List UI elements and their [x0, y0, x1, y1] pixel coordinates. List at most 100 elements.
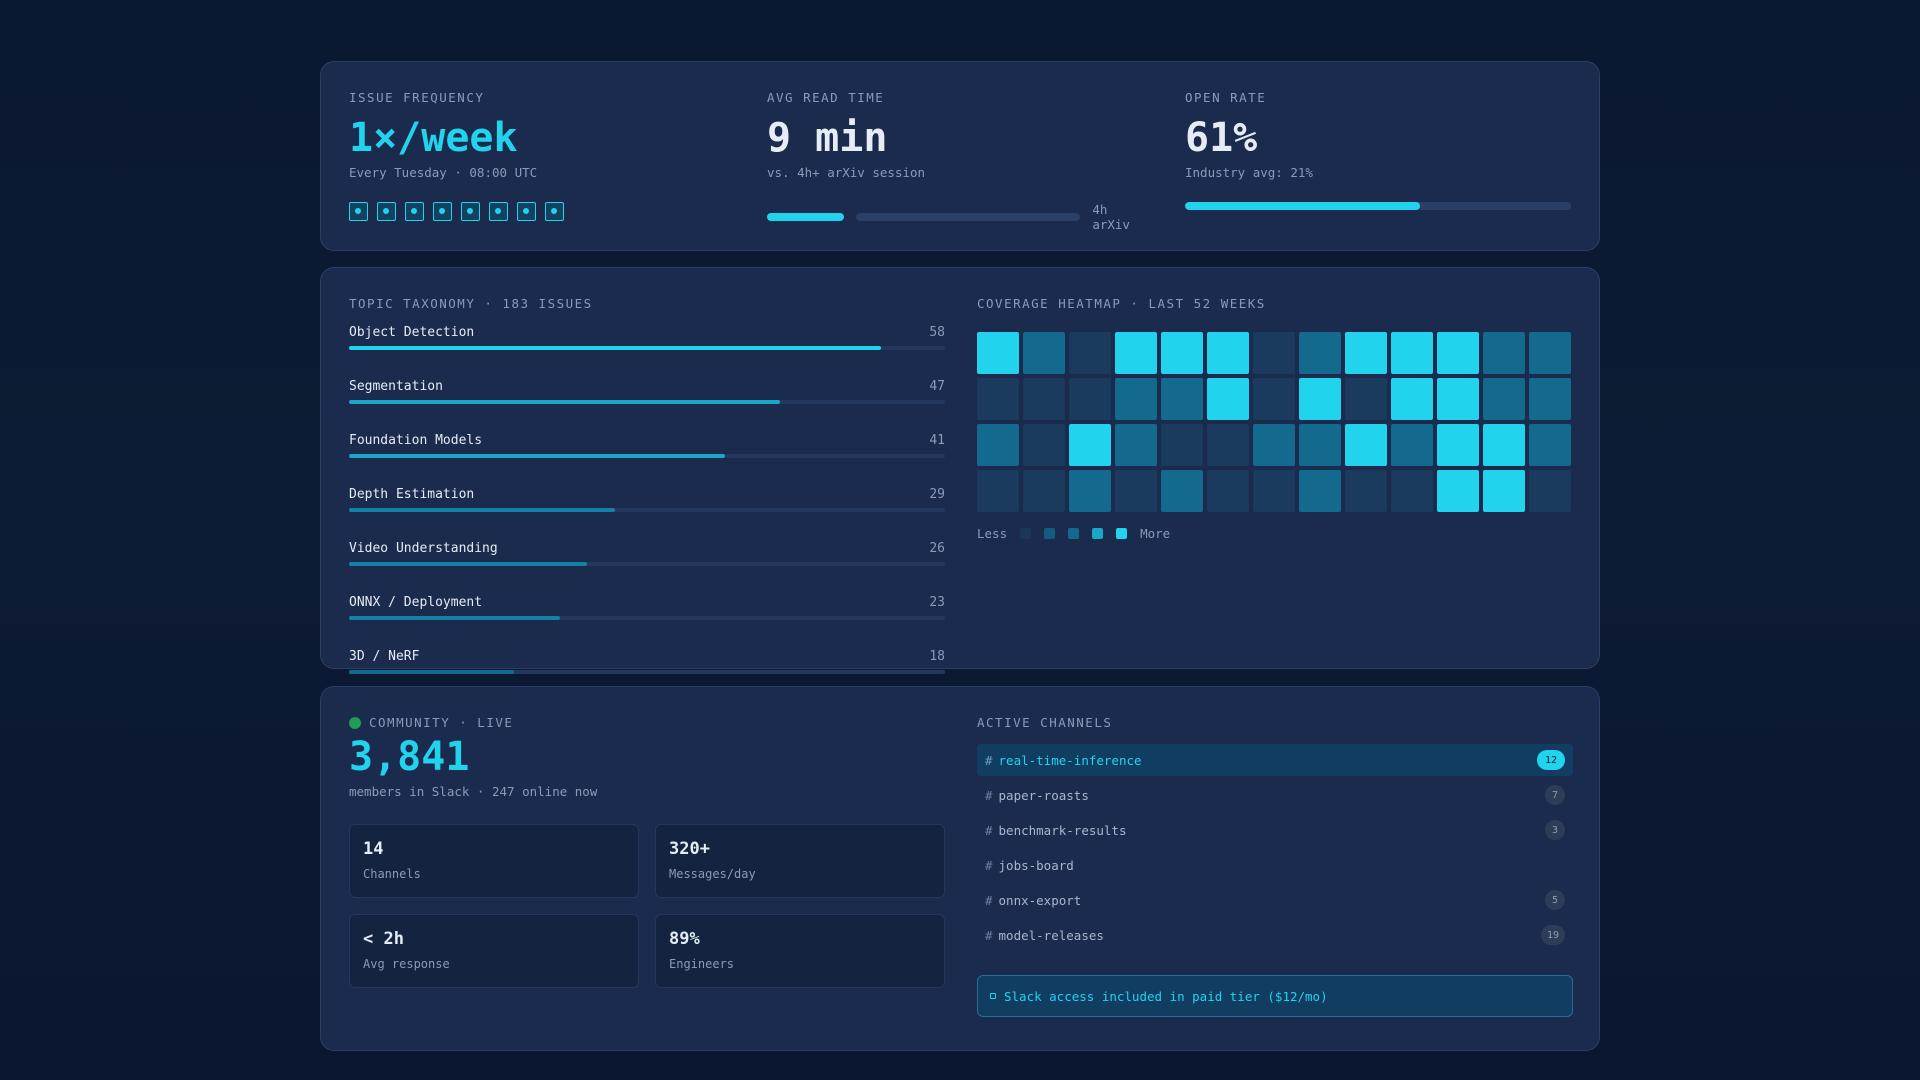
topic-bar-fill — [349, 454, 725, 458]
heatmap-cell — [1161, 378, 1203, 420]
channel-item[interactable]: # jobs-board — [977, 849, 1573, 881]
channel-name: paper-roasts — [998, 787, 1089, 803]
heatmap-cell — [1299, 332, 1341, 374]
member-count-sub: members in Slack · 247 online now — [349, 784, 598, 799]
heatmap-cell — [1069, 332, 1111, 374]
topic-bar-track — [349, 454, 945, 458]
channel-name: real-time-inference — [998, 752, 1142, 768]
community-label: COMMUNITY · LIVE — [369, 715, 514, 730]
stat-tile-channels: 14 Channels — [349, 824, 639, 898]
heatmap-cell — [1023, 378, 1065, 420]
heatmap-cell — [1069, 470, 1111, 512]
topic-bar-track — [349, 562, 945, 566]
channel-item[interactable]: # onnx-export 5 — [977, 884, 1573, 916]
unread-badge: 3 — [1545, 820, 1565, 840]
heatmap-cell — [1299, 470, 1341, 512]
tile-label: Avg response — [363, 957, 450, 971]
open-rate-label: OPEN RATE — [1185, 90, 1267, 105]
channel-item[interactable]: # real-time-inference 12 — [977, 744, 1573, 776]
hash-icon: # — [985, 892, 993, 908]
topic-bar-fill — [349, 400, 780, 404]
hash-icon: # — [985, 752, 993, 768]
channel-item[interactable]: # paper-roasts 7 — [977, 779, 1573, 811]
channel-name: jobs-board — [998, 857, 1074, 873]
topic-count: 18 — [929, 649, 945, 664]
hash-icon: # — [985, 927, 993, 943]
topic-bar-track — [349, 400, 945, 404]
heatmap-cell — [1345, 332, 1387, 374]
channel-item[interactable]: # model-releases 19 — [977, 919, 1573, 951]
avg-read-time-value: 9 min — [767, 115, 888, 161]
arxiv-bar-label: 4h arXiv — [1092, 202, 1130, 232]
avg-read-time-label: AVG READ TIME — [767, 90, 885, 105]
heatmap-cell — [1207, 378, 1249, 420]
heatmap-cell — [977, 470, 1019, 512]
coverage-heatmap: COVERAGE HEATMAP · LAST 52 WEEKS Less Mo… — [977, 296, 1573, 541]
legend-swatch — [1020, 528, 1032, 539]
topic-name: ONNX / Deployment — [349, 595, 483, 610]
legend-swatches — [1020, 528, 1128, 539]
heatmap-cell — [1253, 470, 1295, 512]
topic-name: Segmentation — [349, 379, 443, 394]
heatmap-cell — [1437, 424, 1479, 466]
topic-name: Foundation Models — [349, 433, 483, 448]
unread-badge: 7 — [1545, 785, 1565, 805]
legend-swatch — [1068, 528, 1080, 539]
heatmap-cell — [1529, 424, 1571, 466]
heatmap-cell — [1023, 470, 1065, 512]
tile-label: Engineers — [669, 957, 735, 971]
stat-tile-response: < 2h Avg response — [349, 914, 639, 988]
tile-value: 320+ — [669, 839, 710, 859]
topic-bar-fill — [349, 346, 881, 350]
heatmap-cell — [1391, 378, 1433, 420]
heatmap-cell — [1253, 332, 1295, 374]
community-stat-tiles: 14 Channels 320+ Messages/day < 2h Avg r… — [349, 824, 945, 988]
heatmap-cell — [1207, 470, 1249, 512]
heatmap-cell — [1391, 332, 1433, 374]
heatmap-cell — [1437, 470, 1479, 512]
topic-bar-fill — [349, 616, 560, 620]
issue-frequency-label: ISSUE FREQUENCY — [349, 90, 485, 105]
heatmap-cell — [1391, 470, 1433, 512]
topic-count: 41 — [929, 433, 945, 448]
channel-item[interactable]: # benchmark-results 3 — [977, 814, 1573, 846]
issue-square-icon — [461, 202, 480, 221]
issue-square-icon — [489, 202, 508, 221]
legend-less-label: Less — [977, 526, 1008, 541]
topic-name: Depth Estimation — [349, 487, 475, 502]
topic-name: 3D / NeRF — [349, 649, 420, 664]
heatmap-cell — [1161, 470, 1203, 512]
heatmap-cell — [1115, 470, 1157, 512]
heatmap-cell — [1161, 332, 1203, 374]
topic-row: Object Detection 58 — [349, 325, 945, 365]
heatmap-cell — [1483, 378, 1525, 420]
topic-taxonomy: TOPIC TAXONOMY · 183 ISSUES Object Detec… — [349, 296, 945, 743]
hash-icon: # — [985, 822, 993, 838]
heatmap-cell — [1345, 378, 1387, 420]
hash-icon: # — [985, 857, 993, 873]
heatmap-cell — [1391, 424, 1433, 466]
heatmap-cell — [1207, 424, 1249, 466]
topic-bar-fill — [349, 562, 588, 566]
avg-read-time-sub: vs. 4h+ arXiv session — [767, 165, 926, 180]
hash-icon: # — [985, 787, 993, 803]
slack-access-notice: Slack access included in paid tier ($12/… — [977, 975, 1573, 1017]
heatmap-cell — [1115, 424, 1157, 466]
issue-square-icon — [349, 202, 368, 221]
topic-row: 3D / NeRF 18 — [349, 649, 945, 689]
issue-frequency-stat: ISSUE FREQUENCY 1×/week Every Tuesday · … — [349, 90, 734, 221]
stat-tile-messages: 320+ Messages/day — [655, 824, 945, 898]
topic-count: 26 — [929, 541, 945, 556]
topic-bar-fill — [349, 508, 615, 512]
active-channels-title: ACTIVE CHANNELS — [977, 715, 1113, 730]
slack-access-notice-text: Slack access included in paid tier ($12/… — [1004, 988, 1328, 1004]
issue-frequency-sub: Every Tuesday · 08:00 UTC — [349, 165, 538, 180]
heatmap-cell — [977, 424, 1019, 466]
tile-label: Messages/day — [669, 867, 756, 881]
topic-count: 23 — [929, 595, 945, 610]
heatmap-cell — [1299, 424, 1341, 466]
issue-square-icon — [517, 202, 536, 221]
heatmap-cell — [1023, 332, 1065, 374]
arxiv-time-track — [856, 213, 1081, 221]
legend-more-label: More — [1140, 526, 1171, 541]
